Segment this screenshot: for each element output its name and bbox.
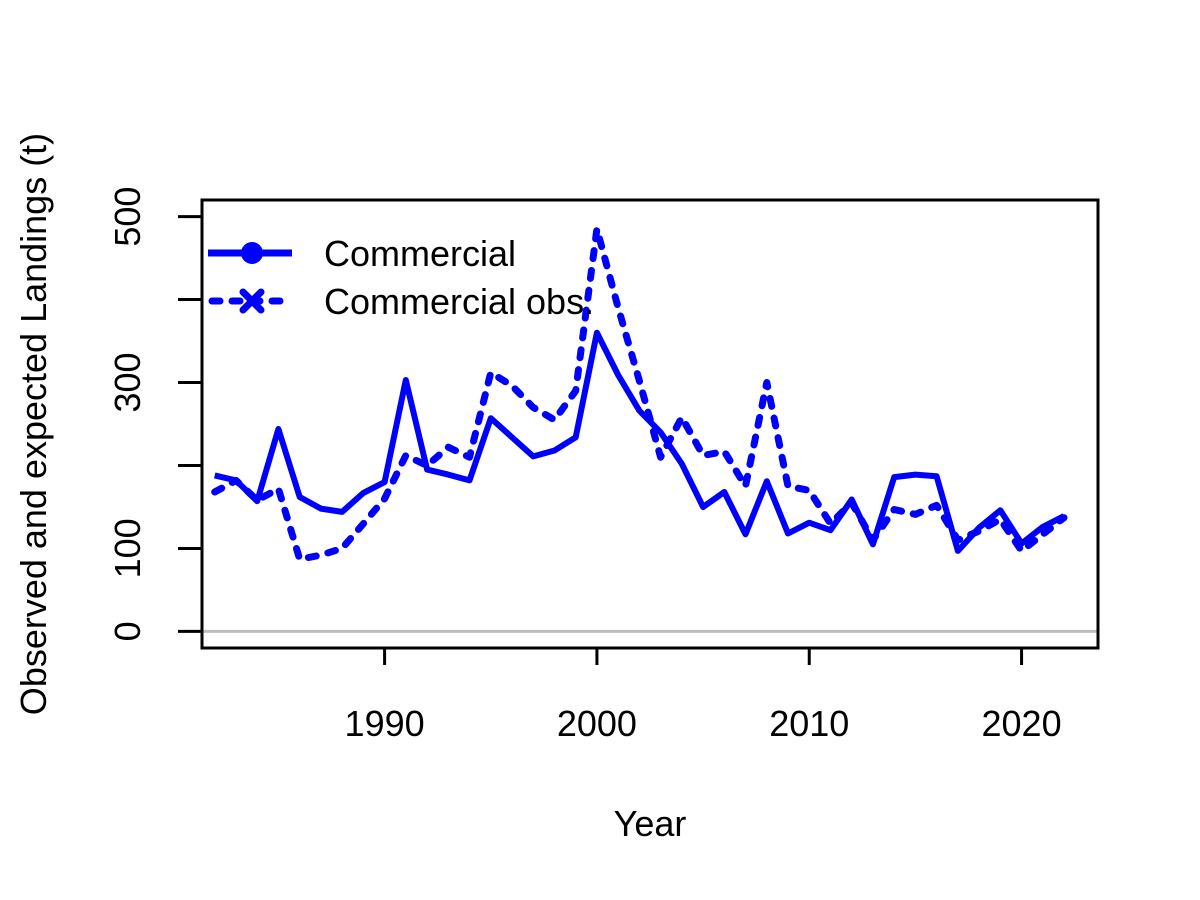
legend-entry: Commercial xyxy=(208,233,516,274)
x-tick-label: 2020 xyxy=(982,703,1062,744)
series-layer xyxy=(211,225,1068,563)
series-line-commercial-obs xyxy=(211,225,1068,563)
legend-entry: Commercial obs. xyxy=(208,281,594,322)
x-tick-label: 2000 xyxy=(557,703,637,744)
y-tick-label: 0 xyxy=(107,621,148,641)
y-tick-label: 100 xyxy=(107,518,148,578)
y-tick-label: 500 xyxy=(107,187,148,247)
x-tick-label: 1990 xyxy=(345,703,425,744)
legend: Commercial Commercial obs. xyxy=(208,233,594,322)
x-axis: 1990 2000 2010 2020 xyxy=(345,646,1062,744)
legend-label: Commercial obs. xyxy=(324,281,594,322)
y-tick-label: 300 xyxy=(107,352,148,412)
x-axis-title: Year xyxy=(614,803,687,844)
legend-label: Commercial xyxy=(324,233,516,274)
y-axis-title: Observed and expected Landings (t) xyxy=(13,133,54,715)
legend-dot-marker xyxy=(241,242,263,264)
y-axis: 0 100 300 500 xyxy=(107,187,204,641)
x-tick-label: 2010 xyxy=(769,703,849,744)
legend-x-marker xyxy=(239,288,265,314)
series-line-commercial xyxy=(214,329,1066,554)
